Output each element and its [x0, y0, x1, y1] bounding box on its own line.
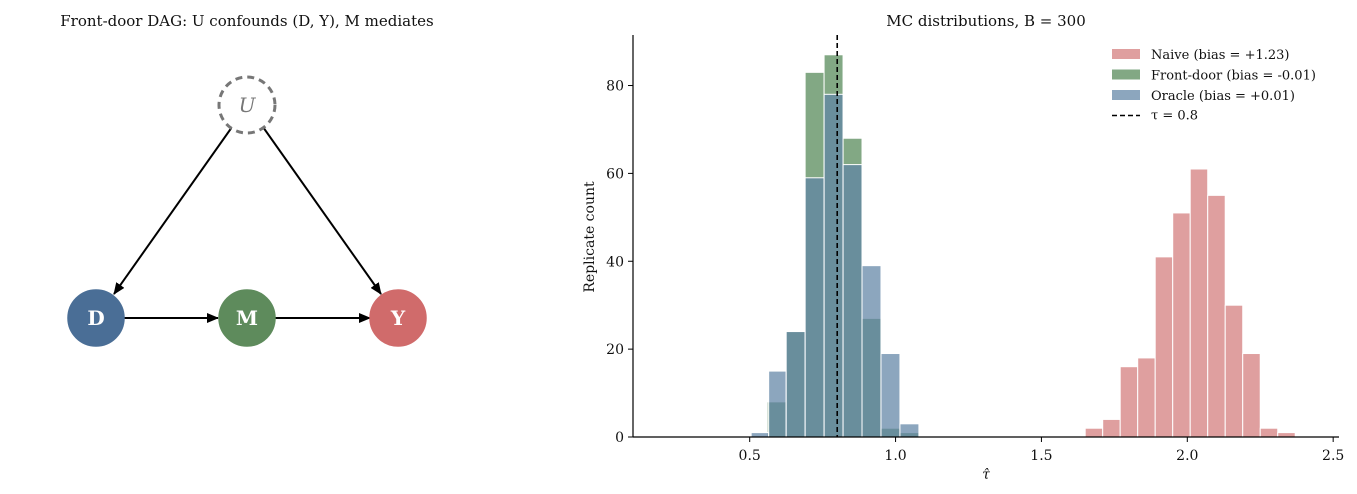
x-tick-label-2: 1.5	[1030, 448, 1052, 464]
bar-oracle-5	[842, 164, 863, 438]
x-axis-label: τ̂	[982, 467, 990, 483]
x-tick-label-4: 2.5	[1322, 448, 1344, 464]
node-y: Y	[369, 289, 427, 347]
node-u: U	[217, 75, 277, 135]
y-tick-label-3: 60	[606, 166, 624, 182]
bar-naive-10	[1259, 427, 1279, 438]
y-tick-label-0: 0	[615, 430, 624, 446]
bar-oracle-6	[861, 265, 882, 438]
bar-naive-11	[1277, 432, 1296, 438]
bar-naive-8	[1224, 304, 1244, 438]
edge-u-to-d	[113, 126, 233, 295]
y-ticks: 0 20 40 60 80	[606, 79, 633, 446]
bar-naive-6	[1189, 168, 1209, 438]
dag-panel: Front-door DAG: U confounds (D, Y), M me…	[60, 12, 434, 347]
bar-oracle-0	[750, 432, 770, 438]
x-tick-label-0: 0.5	[739, 448, 761, 464]
node-d-label: D	[87, 306, 104, 330]
series-oracle	[750, 93, 920, 438]
bar-naive-0	[1084, 427, 1104, 438]
y-axis-label: Replicate count	[582, 181, 598, 293]
bar-oracle-7	[880, 353, 901, 438]
bar-oracle-4	[823, 93, 844, 438]
node-u-label: U	[239, 93, 257, 117]
chart-title: MC distributions, B = 300	[886, 12, 1085, 30]
bar-naive-3	[1137, 357, 1156, 438]
bar-naive-1	[1102, 418, 1121, 438]
x-ticks: 0.5 1.0 1.5 2.0 2.5	[739, 437, 1344, 464]
legend-swatch-frontdoor	[1112, 69, 1140, 80]
legend-label-reference: τ = 0.8	[1151, 109, 1198, 124]
legend-label-oracle: Oracle (bias = +0.01)	[1151, 89, 1295, 104]
legend-label-frontdoor: Front-door (bias = -0.01)	[1151, 69, 1316, 84]
legend: Naive (bias = +1.23) Front-door (bias = -…	[1112, 48, 1316, 124]
node-m-label: M	[236, 306, 258, 330]
series-naive	[1084, 168, 1296, 438]
legend-label-naive: Naive (bias = +1.23)	[1151, 48, 1290, 63]
edge-u-to-y	[262, 126, 382, 295]
node-d: D	[67, 289, 125, 347]
node-m: M	[218, 289, 276, 347]
bar-oracle-8	[899, 423, 920, 438]
bar-naive-2	[1119, 366, 1139, 438]
node-y-label: Y	[390, 306, 406, 330]
bars-layer	[750, 54, 1296, 438]
x-tick-label-1: 1.0	[884, 448, 906, 464]
legend-swatch-naive	[1112, 49, 1140, 59]
y-tick-label-1: 20	[606, 342, 624, 358]
bar-naive-4	[1154, 256, 1174, 438]
bar-naive-9	[1242, 353, 1261, 438]
bar-oracle-3	[804, 177, 825, 438]
x-tick-label-3: 2.0	[1176, 448, 1198, 464]
bar-naive-7	[1207, 194, 1226, 438]
y-tick-label-2: 40	[606, 254, 624, 270]
dag-title: Front-door DAG: U confounds (D, Y), M me…	[60, 12, 433, 30]
bar-naive-5	[1172, 212, 1191, 438]
bar-oracle-1	[768, 370, 787, 438]
histogram-panel: MC distributions, B = 300 0.5 1.0 1.5 2.0 2.…	[582, 12, 1344, 483]
bar-oracle-2	[785, 331, 806, 438]
legend-swatch-oracle	[1112, 90, 1140, 100]
y-tick-label-4: 80	[606, 79, 624, 95]
